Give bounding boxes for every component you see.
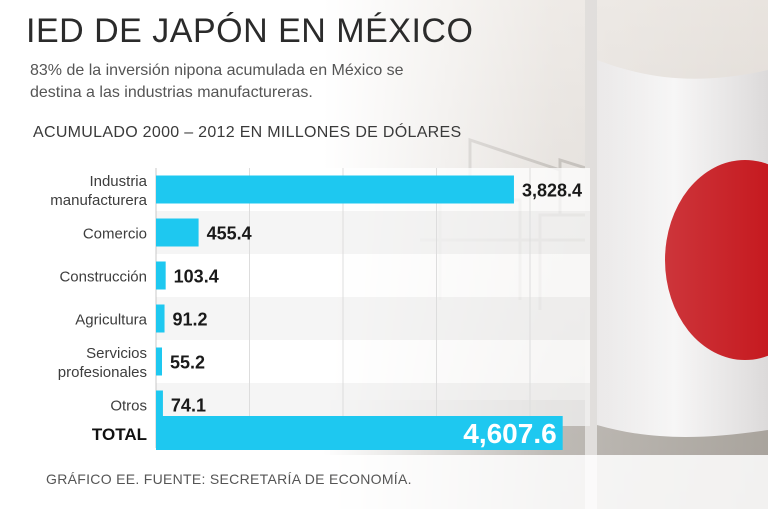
row-band <box>156 297 590 340</box>
value-label: 3,828.4 <box>522 181 582 201</box>
subtitle: 83% de la inversión nipona acumulada en … <box>30 62 404 101</box>
row-band <box>156 211 590 254</box>
category-label: profesionales <box>58 364 147 381</box>
value-label: 455.4 <box>207 224 252 244</box>
category-label: Construcción <box>59 269 147 286</box>
total-label: TOTAL <box>92 425 147 444</box>
total-value-label: 4,607.6 <box>463 418 556 449</box>
bar <box>156 218 199 247</box>
row-band <box>156 254 590 297</box>
row-band <box>156 340 590 383</box>
category-label: Industria <box>89 173 147 190</box>
value-label: 74.1 <box>171 396 206 416</box>
category-label: manufacturera <box>50 192 147 209</box>
value-label: 55.2 <box>170 353 205 373</box>
category-label: Agricultura <box>75 312 147 329</box>
category-label: Servicios <box>86 345 147 362</box>
value-label: 91.2 <box>173 310 208 330</box>
source-footer: GRÁFICO EE. FUENTE: SECRETARÍA DE ECONOM… <box>46 471 412 487</box>
category-label: Comercio <box>83 226 147 243</box>
total-bar <box>156 416 563 450</box>
bar <box>156 175 514 204</box>
axis-caption: ACUMULADO 2000 – 2012 EN MILLONES DE DÓL… <box>33 124 462 141</box>
category-label: Otros <box>110 398 147 415</box>
bar <box>156 347 162 376</box>
bar <box>156 261 166 290</box>
page-title: IED DE JAPÓN EN MÉXICO <box>26 12 474 50</box>
value-label: 103.4 <box>174 267 219 287</box>
bar <box>156 304 165 333</box>
bar <box>156 390 163 419</box>
